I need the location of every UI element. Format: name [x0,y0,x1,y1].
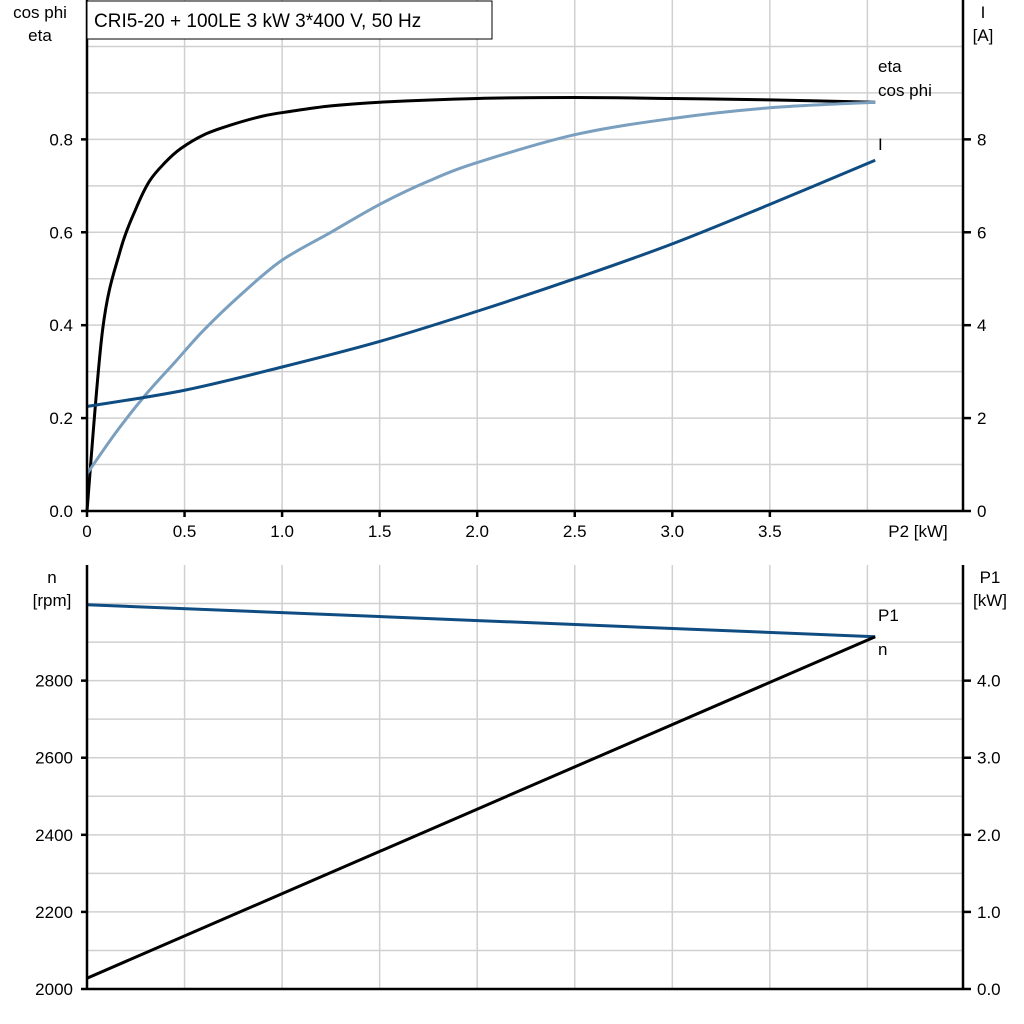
x-axis-label: P2 [kW] [888,522,948,541]
y-tick-label-left: 0.8 [49,130,73,149]
y-axis-label-left: n [47,568,56,587]
series-line-I [86,158,876,408]
y-axis-label-right: [kW] [973,591,1007,610]
y-tick-label-left: 0.6 [49,223,73,242]
y-tick-label-left: 2400 [35,826,73,845]
y-axis-label-right: [A] [973,26,994,45]
chart-title: CRI5-20 + 100LE 3 kW 3*400 V, 50 Hz [94,11,421,32]
series-line-eta [85,96,876,512]
y-axis-label-right: P1 [980,568,1001,587]
x-tick-label: 1.5 [368,522,392,541]
y-tick-label-right: 3.0 [977,749,1001,768]
y-tick-label-left: 2600 [35,749,73,768]
y-tick-label-left: 2000 [35,980,73,999]
y-tick-label-left: 2800 [35,672,73,691]
y-tick-label-left: 2200 [35,903,73,922]
y-tick-label-right: 6 [977,223,986,242]
y-tick-label-right: 2.0 [977,826,1001,845]
y-axis-label-right: I [981,3,986,22]
y-axis-label-left: eta [28,26,52,45]
title-box: CRI5-20 + 100LE 3 kW 3*400 V, 50 Hz [86,0,493,40]
x-tick-label: 2.0 [465,522,489,541]
series-label-cos-phi: cos phi [878,81,932,100]
series-label-I: I [878,135,883,154]
series-label-eta: eta [878,57,902,76]
y-axis-label-left: [rpm] [33,591,72,610]
series-label-n: n [878,640,887,659]
series-line-cos-phi [85,100,876,475]
y-tick-label-right: 1.0 [977,903,1001,922]
y-tick-label-right: 8 [977,130,986,149]
series-line-n [86,603,876,639]
x-tick-label: 0.5 [173,522,197,541]
series-line-P1 [86,635,876,980]
series-label-P1: P1 [878,606,899,625]
y-tick-label-right: 0.0 [977,980,1001,999]
x-tick-label: 0 [82,522,91,541]
x-tick-label: 3.5 [758,522,782,541]
x-tick-label: 2.5 [563,522,587,541]
x-tick-label: 3.0 [660,522,684,541]
y-tick-label-right: 0 [977,502,986,521]
x-tick-label: 1.0 [270,522,294,541]
y-axis-label-left: cos phi [13,3,67,22]
y-tick-label-left: 0.4 [49,316,73,335]
y-tick-label-right: 4.0 [977,672,1001,691]
y-tick-label-left: 0.2 [49,409,73,428]
y-tick-label-right: 4 [977,316,986,335]
y-tick-label-left: 0.0 [49,502,73,521]
y-tick-label-right: 2 [977,409,986,428]
